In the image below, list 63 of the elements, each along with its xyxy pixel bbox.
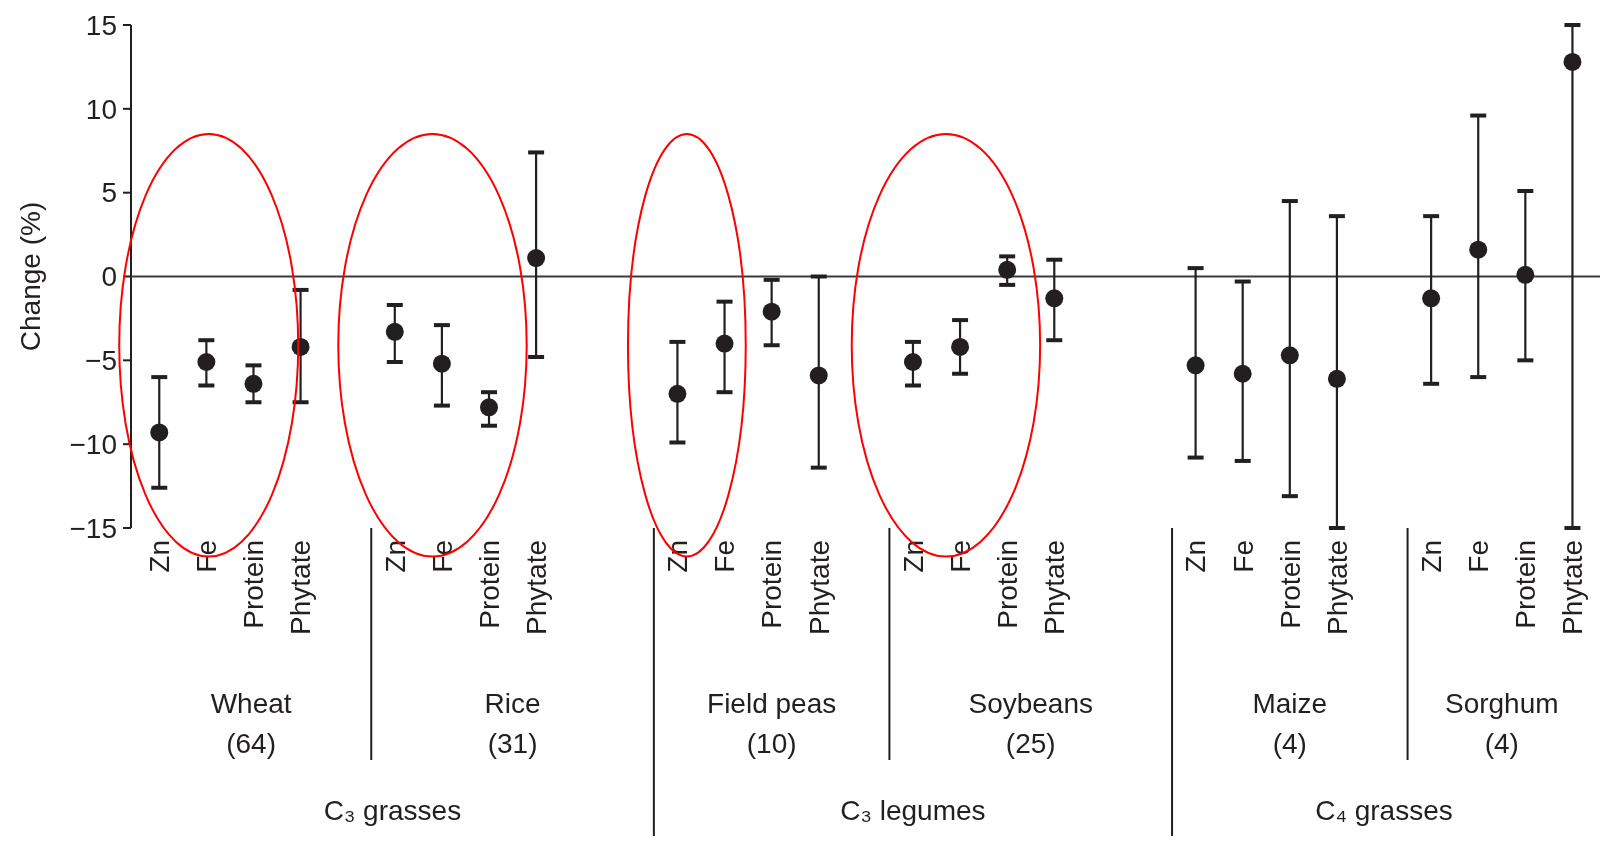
point: [1563, 52, 1582, 71]
x-tick-label: Protein: [1274, 540, 1306, 629]
x-tick-label: Phytate: [285, 540, 317, 635]
x-tick-label: Zn: [144, 540, 176, 573]
x-tick-label: Zn: [1415, 540, 1447, 573]
text: Field peas (10): [707, 688, 837, 759]
y-tick-label: −15: [69, 512, 117, 544]
point: [762, 302, 781, 321]
point: [480, 398, 499, 417]
x-tick-label: Zn: [1180, 540, 1212, 573]
y-tick-label: 0: [101, 261, 117, 293]
text: C₃ legumes: [840, 795, 986, 826]
x-tick-label: Phytate: [1557, 540, 1589, 635]
x-tick-label: Phytate: [803, 540, 835, 635]
text: Wheat (64): [210, 688, 292, 759]
point: [1469, 240, 1488, 259]
x-tick-label: Protein: [473, 540, 505, 629]
point: [903, 353, 922, 372]
point: [715, 334, 734, 353]
point: [244, 374, 263, 393]
x-tick-label: Protein: [238, 540, 270, 629]
point: [1280, 346, 1299, 365]
point: [809, 366, 828, 385]
point: [1327, 369, 1346, 388]
point: [998, 260, 1017, 279]
point: [1045, 289, 1064, 308]
x-tick-label: Phytate: [520, 540, 552, 635]
x-tick-label: Zn: [897, 540, 929, 573]
point: [150, 423, 169, 442]
x-tick-label: Fe: [1463, 540, 1495, 573]
text: Soybeans (25): [968, 688, 1093, 759]
y-tick-label: 15: [85, 9, 117, 41]
x-tick-label: Fe: [191, 540, 223, 573]
point: [1233, 364, 1252, 383]
text: C₄ grasses: [1315, 795, 1453, 826]
point: [951, 337, 970, 356]
text: C₃ grasses: [323, 795, 462, 826]
x-tick-label: Phytate: [1321, 540, 1353, 635]
point: [1516, 265, 1535, 284]
y-tick-label: 10: [85, 93, 117, 125]
x-tick-label: Fe: [1227, 540, 1259, 573]
x-tick-label: Zn: [379, 540, 411, 573]
y-tick-label: −5: [85, 345, 117, 377]
point: [1422, 289, 1441, 308]
x-tick-label: Protein: [756, 540, 788, 629]
y-axis-title: Change (%): [15, 201, 46, 352]
point: [1186, 356, 1205, 375]
point: [527, 249, 546, 268]
x-tick-label: Protein: [1510, 540, 1542, 629]
point: [197, 353, 216, 372]
point: [668, 384, 687, 403]
text: Sorghum (4): [1444, 688, 1559, 759]
point: [432, 354, 451, 373]
y-tick-label: −10: [69, 428, 117, 460]
x-tick-label: Fe: [426, 540, 458, 573]
x-tick-label: Fe: [709, 540, 741, 573]
text: Rice (31): [484, 688, 541, 759]
text: Maize (4): [1252, 688, 1328, 759]
y-tick-label: 5: [101, 177, 117, 209]
x-tick-label: Zn: [662, 540, 694, 573]
point: [385, 322, 404, 341]
x-tick-label: Phytate: [1039, 540, 1071, 635]
x-tick-label: Protein: [991, 540, 1023, 629]
